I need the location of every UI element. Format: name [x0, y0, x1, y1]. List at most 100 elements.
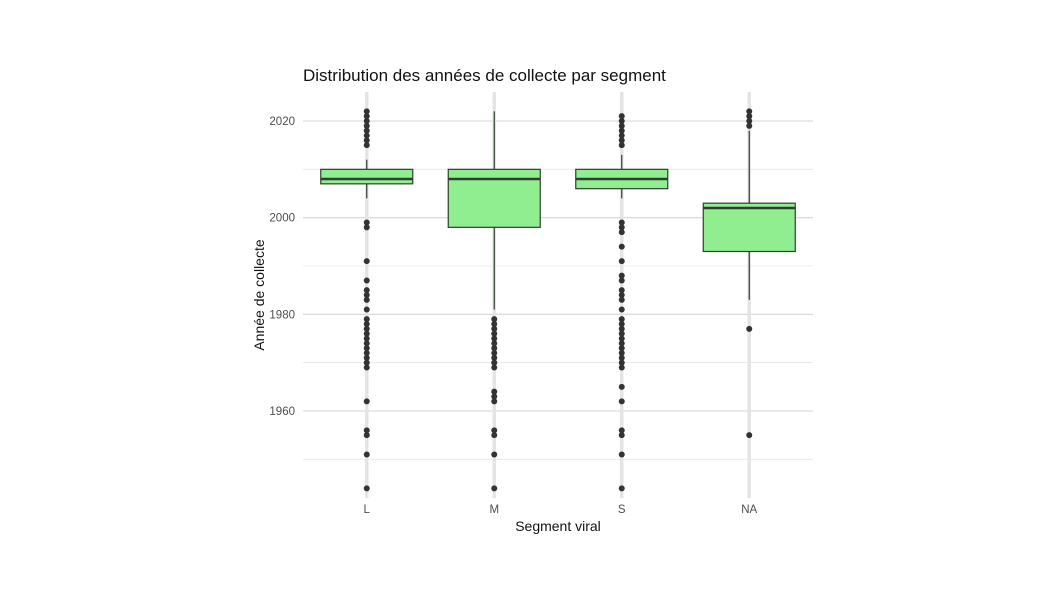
- outlier-point: [746, 118, 753, 124]
- outlier-point: [491, 350, 498, 356]
- y-tick-label: 1980: [269, 309, 295, 321]
- outlier-point: [618, 277, 625, 284]
- outlier-point: [618, 127, 625, 134]
- outlier-point: [491, 345, 498, 352]
- outlier-point: [618, 364, 625, 371]
- outlier-point: [746, 432, 753, 439]
- outlier-point: [618, 258, 625, 265]
- x-tick-label: NA: [741, 504, 757, 516]
- outlier-point: [363, 398, 370, 405]
- outlier-point: [491, 427, 498, 434]
- outlier-point: [363, 364, 370, 371]
- outlier-point: [618, 427, 625, 434]
- outlier-point: [363, 451, 370, 458]
- outlier-point: [618, 325, 625, 332]
- outlier-point: [618, 224, 625, 231]
- y-tick-label: 2000: [269, 213, 295, 225]
- outlier-point: [746, 325, 753, 332]
- outlier-point: [363, 306, 370, 313]
- outlier-point: [363, 287, 370, 294]
- outlier-point: [618, 340, 625, 347]
- x-axis-label: Segment viral: [515, 518, 601, 534]
- outlier-point: [618, 229, 625, 236]
- outlier-point: [363, 345, 370, 352]
- outlier-point: [491, 340, 498, 347]
- y-axis-label: Année de collecte: [251, 239, 267, 351]
- outlier-point: [363, 350, 370, 356]
- outlier-point: [363, 340, 370, 347]
- outlier-point: [618, 113, 625, 120]
- outlier-point: [618, 330, 625, 337]
- outlier-point: [363, 427, 370, 434]
- outlier-point: [491, 393, 498, 400]
- outlier-point: [618, 359, 625, 366]
- outlier-point: [618, 432, 625, 439]
- outlier-point: [618, 306, 625, 313]
- outlier-point: [363, 132, 370, 139]
- outlier-point: [363, 108, 370, 115]
- outlier-point: [491, 325, 498, 332]
- outlier-point: [618, 485, 625, 492]
- tick-layer: 1960 1980 2000 2020 L M S NA: [269, 116, 757, 516]
- outlier-point: [618, 451, 625, 458]
- outlier-point: [363, 122, 370, 129]
- outlier-point: [618, 345, 625, 352]
- outlier-point: [491, 364, 498, 371]
- outlier-point: [618, 287, 625, 294]
- outlier-point: [363, 113, 370, 120]
- outlier-point: [363, 219, 370, 226]
- outlier-point: [363, 224, 370, 231]
- outlier-point: [618, 272, 625, 279]
- box-NA: [702, 202, 796, 253]
- outlier-point: [363, 325, 370, 332]
- outlier-point: [618, 335, 625, 342]
- outlier-point: [618, 243, 625, 250]
- outlier-point: [363, 142, 370, 149]
- outlier-point: [618, 321, 625, 327]
- outlier-point: [363, 316, 370, 323]
- outlier-point: [363, 354, 370, 361]
- outlier-point: [618, 296, 625, 303]
- outlier-point: [491, 432, 498, 439]
- outlier-point: [491, 398, 498, 405]
- outlier-point: [618, 142, 625, 149]
- grid-layer: [303, 92, 813, 498]
- outlier-point: [363, 485, 370, 492]
- outlier-point: [363, 335, 370, 342]
- outlier-point: [363, 258, 370, 265]
- x-tick-label: L: [364, 504, 371, 516]
- x-tick-label: M: [489, 504, 499, 516]
- chart-title: Distribution des années de collecte par …: [303, 66, 666, 85]
- y-tick-label: 2020: [269, 116, 295, 128]
- outlier-point: [618, 132, 625, 139]
- outlier-point: [618, 292, 625, 298]
- outlier-point: [618, 219, 625, 226]
- outlier-point: [491, 316, 498, 323]
- outlier-point: [363, 296, 370, 303]
- outlier-point: [618, 137, 625, 144]
- outlier-point: [618, 350, 625, 356]
- outlier-point: [746, 108, 753, 115]
- outlier-point: [491, 359, 498, 366]
- outlier-point: [491, 335, 498, 342]
- outlier-point: [363, 330, 370, 337]
- outlier-point: [618, 118, 625, 124]
- outlier-point: [363, 277, 370, 284]
- outlier-point: [363, 127, 370, 134]
- outlier-point: [491, 321, 498, 327]
- outlier-point: [363, 321, 370, 327]
- outlier-point: [491, 485, 498, 492]
- x-tick-label: S: [618, 504, 626, 516]
- outlier-point: [618, 383, 625, 390]
- outlier-point: [618, 354, 625, 361]
- outlier-point: [491, 330, 498, 337]
- y-tick-label: 1960: [269, 406, 295, 418]
- outlier-point: [746, 113, 753, 120]
- box-L: [320, 168, 414, 185]
- outlier-point: [491, 354, 498, 361]
- outlier-point: [618, 398, 625, 405]
- box-layer: [320, 108, 796, 492]
- outlier-point: [363, 118, 370, 124]
